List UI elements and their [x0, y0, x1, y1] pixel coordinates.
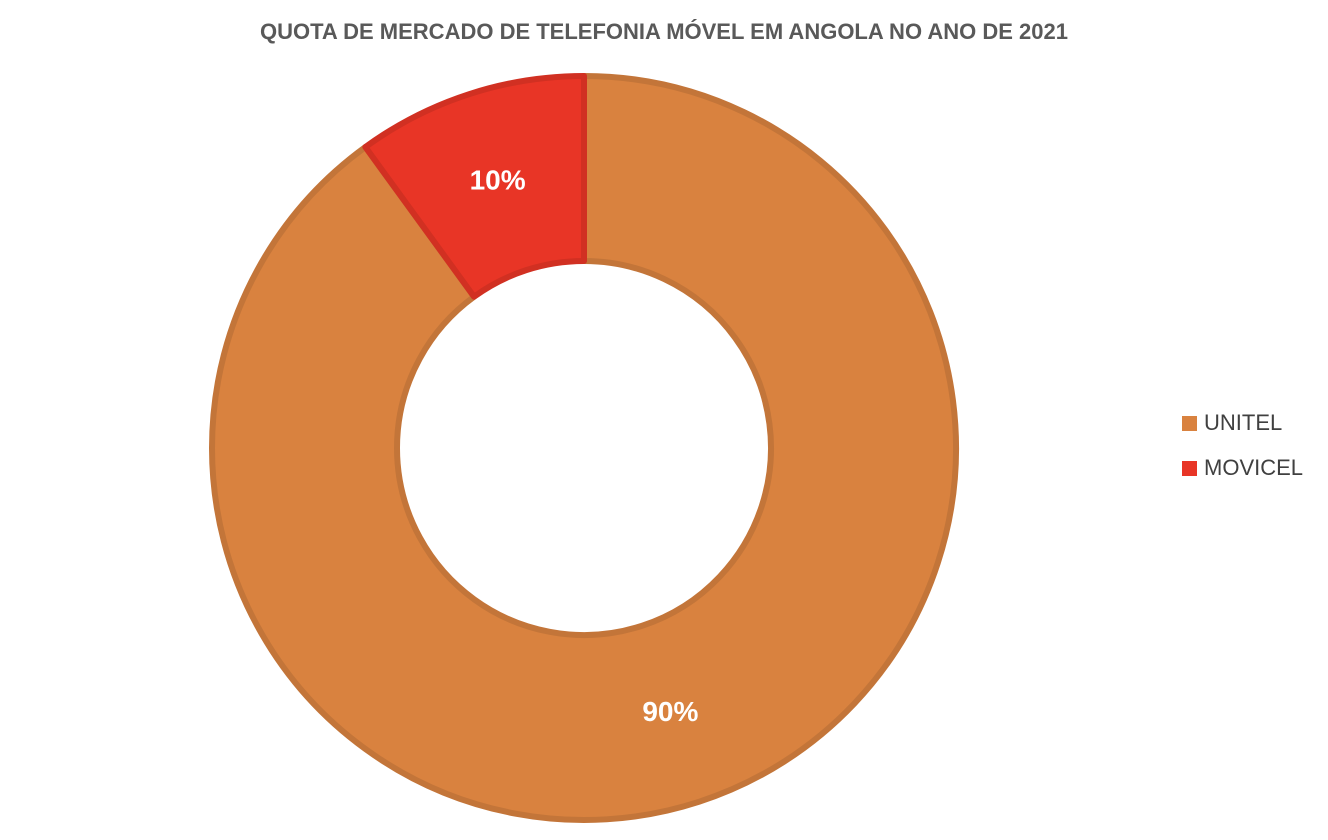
value-label: 10%: [470, 165, 526, 196]
legend-swatch: [1182, 416, 1197, 431]
legend-swatch: [1182, 461, 1197, 476]
chart-title: QUOTA DE MERCADO DE TELEFONIA MÓVEL EM A…: [260, 19, 1068, 44]
legend-label: MOVICEL: [1204, 455, 1303, 480]
legend-label: UNITEL: [1204, 410, 1282, 435]
donut-segment: [362, 73, 587, 300]
donut-segment: [209, 73, 959, 823]
value-label: 90%: [642, 696, 698, 727]
